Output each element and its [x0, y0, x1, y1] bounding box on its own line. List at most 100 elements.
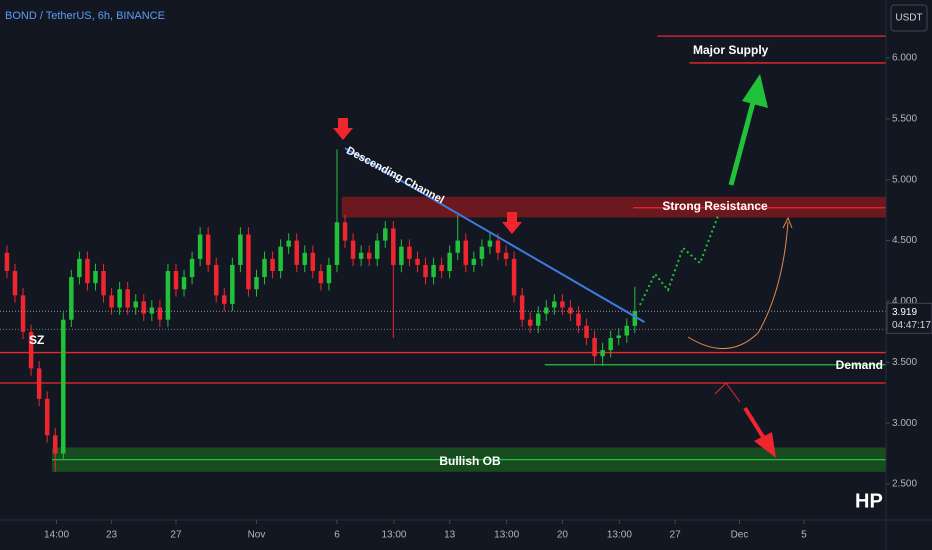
candle-body [568, 307, 573, 314]
candle-body [36, 368, 42, 399]
currency: USDT [895, 13, 922, 24]
candle-body [238, 234, 243, 265]
curve-arrow [687, 221, 789, 349]
arrow-head [754, 432, 776, 458]
candle-body [165, 271, 171, 320]
zones [0, 35, 886, 472]
candle-body [294, 240, 299, 265]
candle-body [527, 319, 533, 326]
x-tick-label: 20 [557, 530, 569, 541]
candle-body [519, 295, 525, 320]
candle-body [109, 295, 114, 308]
candle-body [246, 234, 251, 290]
x-tick-label: 6 [334, 530, 340, 541]
y-tick-label: 5.000 [892, 174, 917, 185]
down-marker [333, 118, 353, 140]
y-tick-label: 2.500 [892, 479, 917, 490]
candle-body [535, 313, 541, 326]
x-tick-label: Dec [731, 530, 749, 541]
x-tick-label: 13:00 [381, 530, 406, 541]
candle-body [52, 435, 58, 454]
arrow-up [728, 94, 758, 186]
countdown: 04:47:17 [892, 320, 931, 331]
candle-body [447, 252, 452, 272]
y-tick-label: 3.000 [892, 418, 917, 429]
candle-body [28, 331, 34, 369]
x-tick-label: 5 [801, 530, 807, 541]
candle-body [600, 350, 605, 357]
candle-body [632, 311, 638, 326]
x-tick-label: 14:00 [44, 530, 69, 541]
candle-body [584, 325, 589, 338]
demand-label: Demand [836, 358, 883, 372]
candle-body [439, 264, 444, 272]
candle-body [415, 258, 420, 265]
candle-body [310, 252, 316, 272]
curve-arrow-head [782, 216, 793, 229]
y-tick-label: 6.000 [892, 53, 917, 64]
candle-body [302, 252, 308, 265]
drawings [333, 74, 793, 458]
candle-body [358, 252, 364, 259]
arrow-down [743, 406, 767, 442]
candle-body [471, 258, 477, 265]
sz-label: SZ [29, 333, 44, 347]
candle-body [463, 240, 469, 265]
candle-body [608, 337, 613, 351]
candle-body [407, 246, 412, 259]
projection-down [714, 382, 741, 403]
candle-body [173, 271, 179, 290]
candle-body [230, 264, 235, 304]
candle-body [399, 246, 404, 265]
channel-line [344, 147, 645, 323]
candle-body [61, 319, 66, 454]
candle-body [141, 301, 147, 314]
candle-body [197, 234, 203, 259]
supply-label: Major Supply [693, 43, 769, 57]
candle-body [189, 258, 195, 278]
candle-body [286, 240, 291, 247]
candle-body [511, 258, 517, 296]
y-tick-label: 4.000 [892, 296, 917, 307]
price-tag-value: 3.919 [892, 307, 917, 318]
candle-body [77, 258, 82, 278]
y-tick-label: 3.500 [892, 357, 917, 368]
candle-body [44, 398, 50, 436]
x-tick-label: 13:00 [494, 530, 519, 541]
candle-body [334, 222, 340, 265]
x-tick-label: Nov [248, 530, 266, 541]
candles [0, 147, 886, 472]
currency-box [890, 4, 928, 32]
zone [341, 196, 886, 218]
candle-body [117, 289, 122, 308]
candle-body [391, 228, 396, 265]
candle-body [487, 240, 493, 247]
candle-body [254, 277, 259, 290]
candle-body [69, 277, 74, 320]
x-tick-label: 13 [444, 530, 456, 541]
ob-label: Bullish OB [439, 454, 501, 468]
down-marker [502, 212, 522, 234]
candle-body [350, 240, 356, 259]
candle-body [262, 258, 267, 278]
candle-body [576, 313, 581, 326]
candle-body [85, 258, 90, 284]
candle-body [552, 301, 557, 308]
x-tick-label: 27 [170, 530, 182, 541]
candle-body [431, 264, 436, 278]
price-tag [886, 302, 932, 334]
candle-body [503, 252, 509, 259]
candle-body [149, 307, 155, 314]
candle-body [133, 301, 138, 308]
candle-body [93, 271, 98, 284]
candle-body [101, 271, 106, 296]
candle-body [374, 240, 380, 259]
candle-body [278, 246, 283, 272]
candle-body [222, 295, 227, 304]
candle-body [560, 301, 565, 308]
candle-body [592, 337, 597, 357]
candle-body [205, 234, 211, 265]
projection-up [639, 215, 719, 306]
y-tick-label: 5.500 [892, 114, 917, 125]
